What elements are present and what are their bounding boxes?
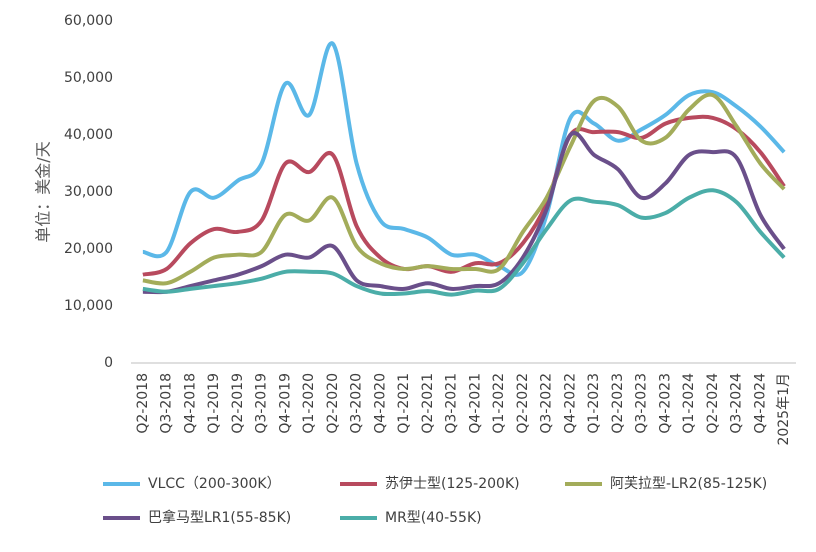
x-tick-label: Q2-2021 <box>420 373 436 434</box>
x-tick-label: 2025年1月 <box>776 373 792 446</box>
legend-label: VLCC（200-300K） <box>148 476 281 492</box>
x-tick-label: Q4-2023 <box>657 373 673 434</box>
series-line <box>142 92 786 286</box>
x-tick-label: Q3-2024 <box>729 373 745 434</box>
x-tick-label: Q2-2022 <box>515 373 531 434</box>
x-tick-label: Q3-2023 <box>634 373 650 434</box>
y-tick-label: 20,000 <box>64 241 113 257</box>
x-tick-label: Q2-2024 <box>705 373 721 434</box>
x-tick-label: Q2-2023 <box>610 373 626 434</box>
x-tick-label: Q4-2022 <box>562 373 578 434</box>
series-line <box>142 188 786 297</box>
legend-label: 阿芙拉型-LR2(85-125K) <box>610 475 767 492</box>
x-tick-label: Q1-2022 <box>491 373 507 434</box>
x-tick-label: Q1-2020 <box>301 373 317 434</box>
x-tick-label: Q2-2019 <box>230 373 246 434</box>
series-line <box>142 114 786 277</box>
y-tick-label: 30,000 <box>64 184 113 200</box>
x-tick-label: Q3-2022 <box>539 373 555 434</box>
y-tick-label: 40,000 <box>64 127 113 143</box>
x-tick-label: Q1-2024 <box>681 373 697 434</box>
series-line <box>142 131 786 295</box>
series-line <box>142 41 786 277</box>
x-tick-label: Q2-2020 <box>325 373 341 434</box>
legend-label: 巴拿马型LR1(55-85K) <box>148 509 291 526</box>
x-tick-label: Q4-2021 <box>467 373 483 434</box>
x-tick-label: Q1-2021 <box>396 373 412 434</box>
y-axis-label: 单位：美金/天 <box>34 141 53 242</box>
y-tick-label: 10,000 <box>64 298 113 314</box>
x-tick-label: Q2-2018 <box>135 373 151 434</box>
x-tick-label: Q3-2020 <box>349 373 365 434</box>
x-tick-label: Q4-2024 <box>752 373 768 434</box>
x-tick-label: Q3-2018 <box>159 373 175 434</box>
x-tick-label: Q3-2021 <box>444 373 460 434</box>
y-tick-label: 0 <box>104 355 113 371</box>
x-tick-label: Q1-2019 <box>206 373 222 434</box>
legend-label: MR型(40-55K) <box>385 510 482 526</box>
x-tick-label: Q1-2023 <box>586 373 602 434</box>
legend-label: 苏伊士型(125-200K) <box>385 476 520 492</box>
y-tick-label: 60,000 <box>64 13 113 29</box>
y-tick-label: 50,000 <box>64 70 113 86</box>
x-tick-label: Q4-2019 <box>277 373 293 434</box>
x-tick-label: Q4-2020 <box>372 373 388 434</box>
x-tick-label: Q4-2018 <box>182 373 198 434</box>
x-tick-label: Q3-2019 <box>254 373 270 434</box>
